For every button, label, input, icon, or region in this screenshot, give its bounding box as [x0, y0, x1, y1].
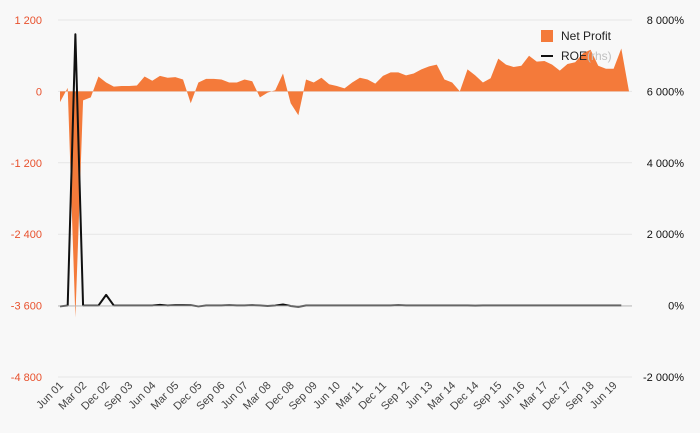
right-tick-label: 0%: [668, 301, 684, 313]
right-tick-label: -2 000%: [643, 372, 684, 384]
legend: Net Profit ROE (rhs): [541, 29, 612, 63]
left-axis-ticks: 1 200 0 -1 200 -2 400 -3 600 -4 800: [11, 15, 42, 384]
legend-roe-rhs-label: (rhs): [587, 49, 612, 63]
right-tick-label: 8 000%: [647, 15, 685, 27]
right-tick-label: 4 000%: [647, 158, 685, 170]
net-profit-area: [60, 48, 629, 318]
right-tick-label: 6 000%: [647, 86, 685, 98]
net-profit-area-layer: [60, 48, 629, 318]
left-tick-label: -2 400: [11, 229, 42, 241]
right-tick-label: 2 000%: [647, 229, 685, 241]
left-tick-label: 1 200: [14, 15, 42, 27]
left-tick-label: -1 200: [11, 158, 42, 170]
right-axis-ticks: 8 000% 6 000% 4 000% 2 000% 0% -2 000%: [643, 15, 684, 384]
left-tick-label: -4 800: [11, 372, 42, 384]
legend-roe-label: ROE: [561, 49, 587, 63]
legend-net-profit-label: Net Profit: [561, 29, 612, 43]
left-tick-label: 0: [36, 86, 42, 98]
left-tick-label: -3 600: [11, 301, 42, 313]
legend-net-profit-swatch: [541, 30, 553, 42]
